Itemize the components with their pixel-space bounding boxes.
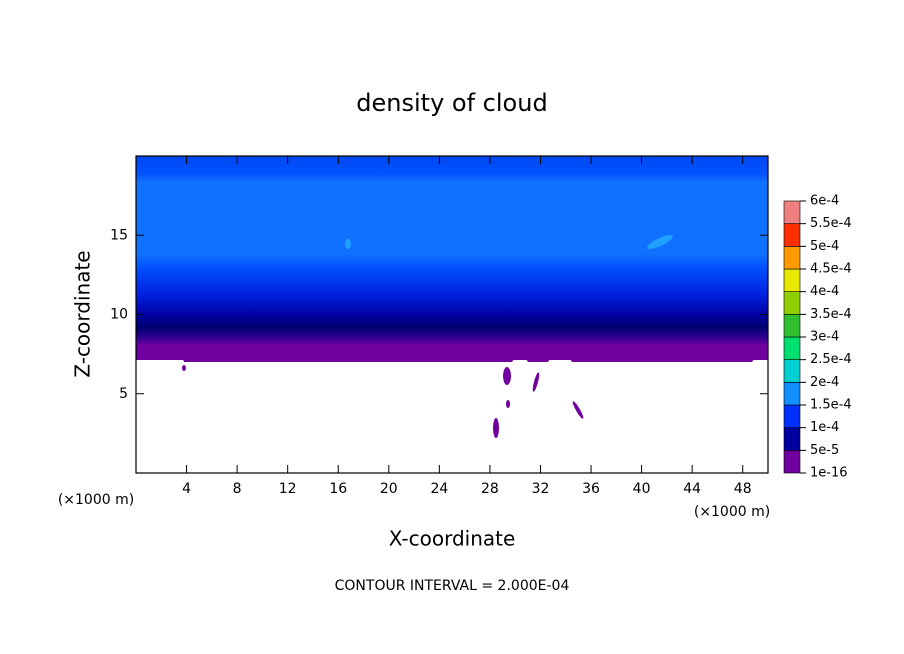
colorbar-label: 6e-4 — [810, 194, 839, 209]
colorbar-box — [783, 291, 801, 315]
colorbar-label: 5.5e-4 — [810, 216, 852, 231]
annotation: CONTOUR INTERVAL = 2.000E-04 — [335, 578, 570, 594]
colorbar-box — [783, 200, 801, 224]
x-axis-label: X-coordinate — [389, 527, 516, 551]
colorbar-label: 1e-4 — [810, 420, 839, 435]
x-tick-label: 12 — [279, 481, 297, 497]
x-tick-label: 24 — [430, 481, 448, 497]
colorbar-label: 1.5e-4 — [810, 398, 852, 413]
x-unit-label: (×1000 m) — [694, 504, 770, 520]
chart-title: density of cloud — [356, 89, 547, 117]
colorbar-label: 1e-16 — [810, 466, 848, 481]
colorbar-label: 3.5e-4 — [810, 307, 852, 322]
contour-field — [136, 156, 768, 438]
colorbar-box — [783, 314, 801, 338]
colorbar-box — [783, 268, 801, 292]
x-tick-label: 16 — [329, 481, 347, 497]
colorbar-label: 5e-5 — [810, 443, 839, 458]
x-tick-label: 48 — [734, 481, 752, 497]
colorbar-box — [783, 359, 801, 383]
y-unit-label: (×1000 m) — [58, 492, 134, 508]
y-tick-label: 5 — [119, 386, 128, 402]
colorbar-box — [783, 427, 801, 451]
colorbar-label: 2e-4 — [810, 375, 839, 390]
colorbar-box — [783, 223, 801, 247]
colorbar-label: 4e-4 — [810, 284, 839, 299]
x-tick-label: 28 — [481, 481, 499, 497]
colorbar-box — [783, 336, 801, 360]
colorbar-label: 4.5e-4 — [810, 262, 852, 277]
colorbar-box — [783, 382, 801, 406]
x-tick-label: 40 — [633, 481, 651, 497]
colorbar-label: 5e-4 — [810, 239, 839, 254]
colorbar-box — [783, 450, 801, 474]
y-axis-label: Z-coordinate — [71, 250, 95, 377]
y-tick-label: 15 — [110, 227, 128, 243]
x-tick-label: 44 — [683, 481, 701, 497]
colorbar-box — [783, 246, 801, 270]
x-tick-label: 36 — [582, 481, 600, 497]
colorbar-label: 3e-4 — [810, 330, 839, 345]
y-tick-label: 10 — [110, 307, 128, 323]
x-tick-label: 20 — [380, 481, 398, 497]
x-tick-label: 4 — [182, 481, 191, 497]
colorbar-label: 2.5e-4 — [810, 352, 852, 367]
colorbar-box — [783, 404, 801, 428]
x-tick-label: 32 — [532, 481, 550, 497]
x-tick-label: 8 — [233, 481, 242, 497]
